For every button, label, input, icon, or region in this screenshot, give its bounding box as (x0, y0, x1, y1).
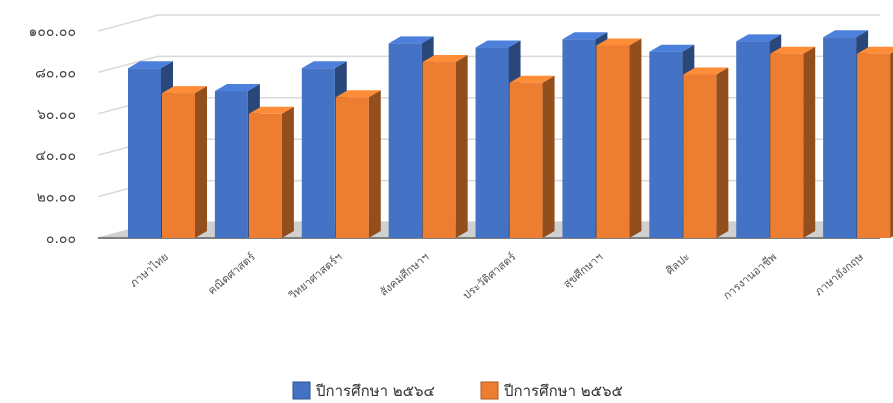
x-tick-label: ภาษาอังกฤษ (812, 250, 866, 298)
x-tick-label: ศิลปะ (663, 250, 692, 277)
bar-front (475, 47, 509, 239)
legend-swatch-2564 (292, 381, 311, 400)
bar-front (770, 53, 804, 238)
bar-top (388, 36, 434, 44)
bar-top (475, 40, 521, 48)
bar-top (770, 46, 816, 54)
bar-top (649, 44, 695, 52)
bar-front (214, 91, 248, 238)
x-tick-label: ภาษาไทย (127, 250, 171, 290)
bar (509, 75, 555, 238)
bar-front (335, 97, 369, 239)
x-tick-label: ประวัติศาสตร์ (460, 250, 518, 302)
bar-front (823, 37, 857, 239)
bar-top (422, 55, 468, 63)
bar-side (368, 90, 381, 239)
bar (335, 90, 381, 239)
gridline-diagonal (97, 55, 159, 74)
bar-front (683, 74, 717, 238)
bar (683, 67, 729, 238)
gridline-diagonal (97, 14, 159, 32)
legend: ปีการศึกษา ๒๕๖๔ ปีการศึกษา ๒๕๖๕ (292, 381, 623, 400)
bar-side (716, 67, 729, 238)
bar-side (803, 46, 816, 238)
y-tick-label: ๒๐.๐๐ (37, 190, 76, 206)
bar-front (736, 41, 770, 238)
x-tick-label: วิทยาศาสตร์ฯ (286, 250, 345, 302)
bar-front (162, 93, 195, 238)
bar-front (509, 82, 543, 238)
y-tick-label: ๖๐.๐๐ (37, 107, 76, 123)
bar (596, 38, 642, 238)
bar-top (162, 86, 207, 94)
bar-front (388, 43, 422, 238)
bar-side (455, 55, 468, 238)
x-tick-label: สุขศึกษาฯ (561, 250, 606, 290)
legend-swatch-2565 (480, 381, 499, 400)
bar-front (857, 53, 891, 238)
bar-top (248, 106, 294, 114)
legend-label-2565: ปีการศึกษา ๒๕๖๕ (503, 382, 623, 400)
bars (128, 30, 893, 239)
bar-side (629, 38, 642, 238)
bar-front (649, 51, 683, 239)
bar-top (736, 34, 782, 42)
legend-label-2564: ปีการศึกษา ๒๕๖๔ (315, 382, 435, 400)
bar-front (422, 62, 456, 238)
bar-top (823, 30, 869, 38)
y-tick-label: ๑๐๐.๐๐ (28, 24, 76, 40)
y-tick-label: ๐.๐๐ (46, 231, 76, 247)
bar (857, 46, 893, 238)
bar-front (301, 68, 335, 238)
bar-front (128, 68, 161, 238)
bar-top (301, 61, 347, 69)
bar-top (128, 61, 173, 69)
y-tick-label: ๘๐.๐๐ (35, 65, 76, 81)
bar-front (562, 39, 596, 238)
bar-front (248, 113, 282, 238)
bar-side (195, 86, 207, 238)
bar-top (509, 75, 555, 83)
bar-top (335, 90, 381, 98)
bar-top (562, 32, 608, 40)
bar (770, 46, 816, 238)
x-tick-label: สังคมศึกษาฯ (377, 250, 431, 298)
bar-top (596, 38, 642, 46)
x-tick-label: คณิตศาสตร์ (205, 250, 258, 297)
y-axis-ticks: ๐.๐๐ ๒๐.๐๐ ๔๐.๐๐ ๖๐.๐๐ ๘๐.๐๐ ๑๐๐.๐๐ (28, 24, 76, 247)
bar-side (281, 106, 294, 238)
bar-side (542, 75, 555, 238)
x-tick-label: การงานอาชีพ (721, 250, 779, 302)
bar (422, 55, 468, 238)
x-axis-labels: ภาษาไทย คณิตศาสตร์ วิทยาศาสตร์ฯ สังคมศึกษาฯ… (127, 250, 866, 302)
bar-side (890, 52, 893, 238)
bar (248, 106, 294, 238)
bar-top (683, 67, 729, 75)
bar-front (596, 45, 630, 238)
bar (162, 86, 207, 238)
bar-top (214, 84, 260, 92)
y-tick-label: ๔๐.๐๐ (35, 148, 76, 164)
bar-top (857, 46, 893, 54)
